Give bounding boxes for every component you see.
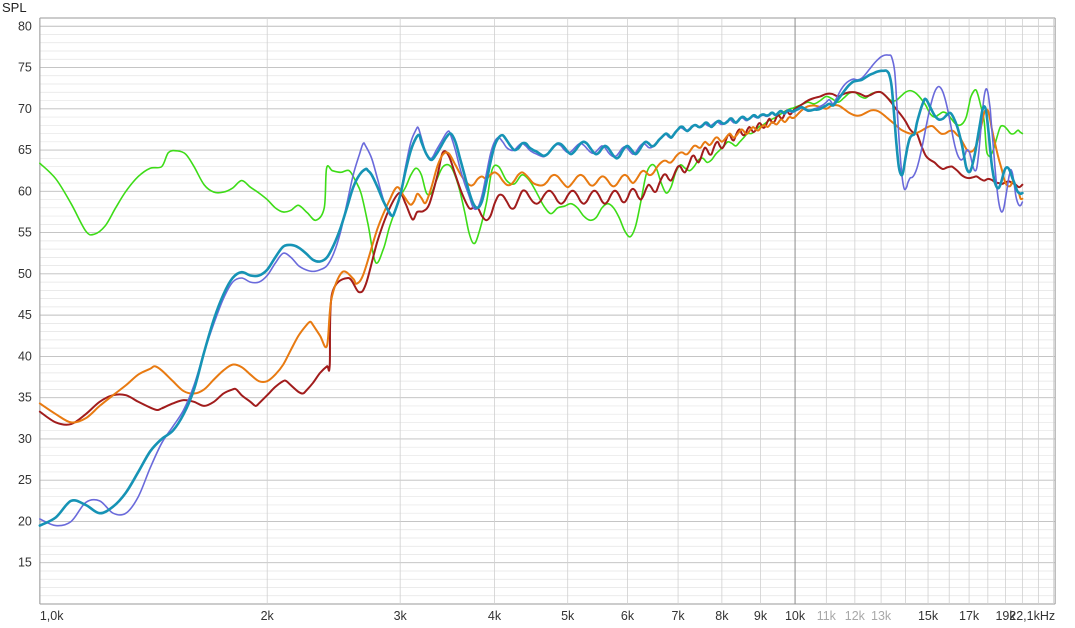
svg-text:17k: 17k <box>959 609 980 623</box>
svg-text:15: 15 <box>18 556 32 570</box>
svg-text:1,0k: 1,0k <box>40 609 64 623</box>
svg-text:SPL: SPL <box>2 0 27 15</box>
svg-text:60: 60 <box>18 184 32 198</box>
svg-text:5k: 5k <box>561 609 575 623</box>
svg-text:8k: 8k <box>715 609 729 623</box>
svg-text:20: 20 <box>18 514 32 528</box>
svg-text:12k: 12k <box>845 609 866 623</box>
svg-text:10k: 10k <box>785 609 806 623</box>
svg-text:6k: 6k <box>621 609 635 623</box>
svg-text:15k: 15k <box>918 609 939 623</box>
svg-text:13k: 13k <box>871 609 892 623</box>
svg-text:4k: 4k <box>488 609 502 623</box>
svg-text:25: 25 <box>18 473 32 487</box>
svg-text:40: 40 <box>18 349 32 363</box>
svg-text:35: 35 <box>18 391 32 405</box>
svg-text:65: 65 <box>18 143 32 157</box>
svg-text:75: 75 <box>18 61 32 75</box>
svg-text:80: 80 <box>18 19 32 33</box>
svg-text:3k: 3k <box>394 609 408 623</box>
svg-text:70: 70 <box>18 102 32 116</box>
svg-text:55: 55 <box>18 226 32 240</box>
svg-text:30: 30 <box>18 432 32 446</box>
svg-text:22,1kHz: 22,1kHz <box>1009 609 1055 623</box>
svg-text:50: 50 <box>18 267 32 281</box>
svg-text:45: 45 <box>18 308 32 322</box>
svg-text:7k: 7k <box>671 609 685 623</box>
svg-text:11k: 11k <box>817 609 837 623</box>
svg-text:9k: 9k <box>754 609 768 623</box>
svg-text:2k: 2k <box>261 609 275 623</box>
